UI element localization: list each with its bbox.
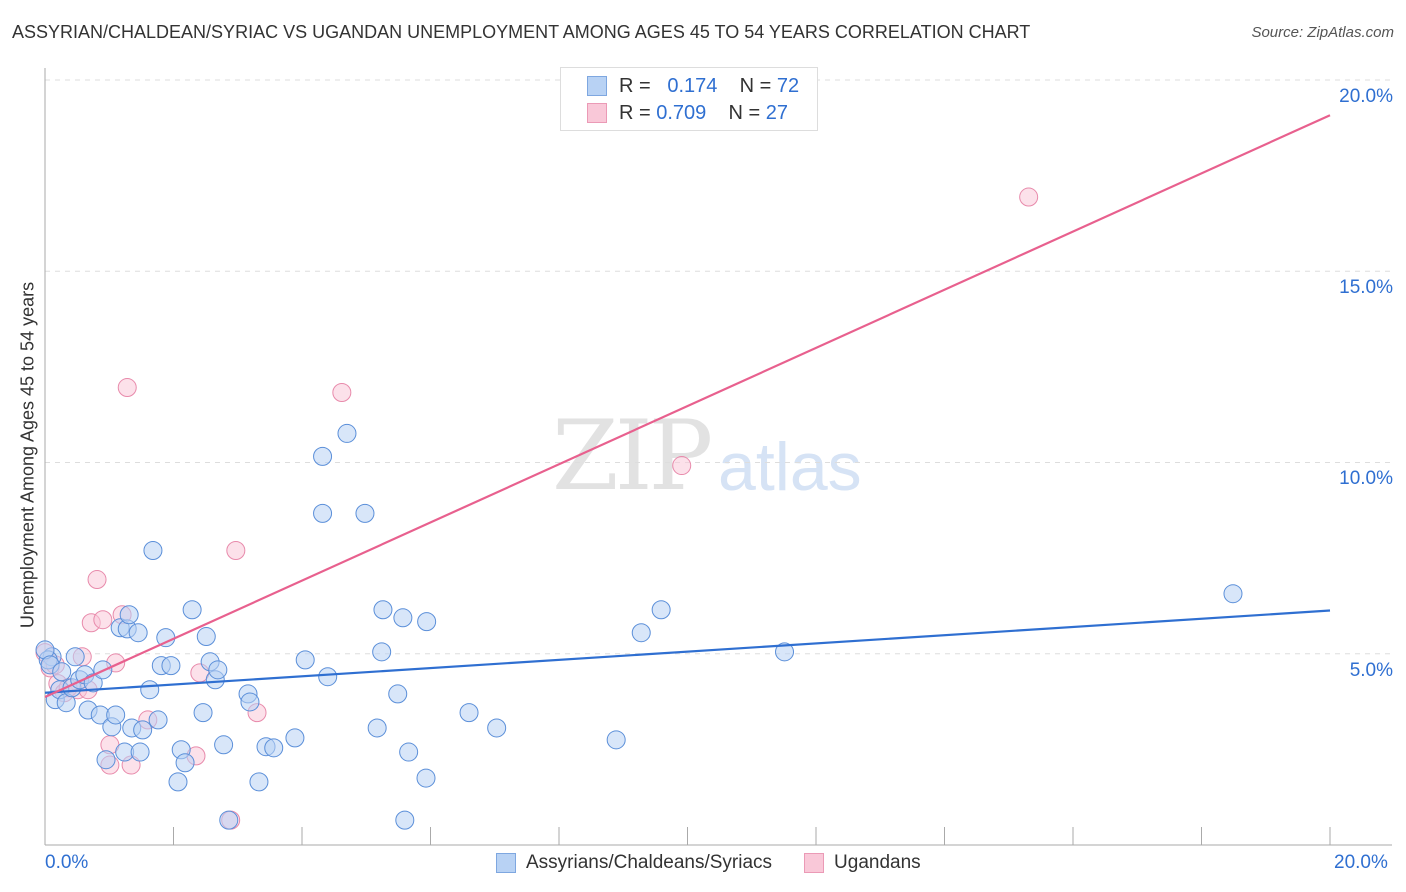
x-tick-label: 20.0% xyxy=(1334,852,1388,873)
assyrian-point xyxy=(128,623,148,643)
source-label: Source: ZipAtlas.com xyxy=(1251,24,1394,41)
chart-title: ASSYRIAN/CHALDEAN/SYRIAC VS UGANDAN UNEM… xyxy=(12,22,1031,42)
assyrian-point xyxy=(355,503,375,523)
assyrian-point xyxy=(140,680,160,700)
assyrian-point xyxy=(318,667,338,687)
assyrian-point xyxy=(133,720,153,740)
series-legend: Assyrians/Chaldeans/Syriacs Ugandans xyxy=(496,852,921,874)
assyrian-point xyxy=(373,600,393,620)
assyrian-point xyxy=(337,423,357,443)
n-value: 27 xyxy=(765,101,789,124)
assyrian-point xyxy=(775,642,795,662)
assyrian-point xyxy=(295,650,315,670)
assyrian-point xyxy=(1223,584,1243,604)
assyrian-point xyxy=(119,605,139,625)
r-value: 0.174 xyxy=(667,74,718,97)
assyrian-point xyxy=(65,647,85,667)
assyrian-point xyxy=(313,503,333,523)
y-tick-label: 20.0% xyxy=(1339,86,1393,107)
assyrian-point xyxy=(313,446,333,466)
assyrian-point xyxy=(395,810,415,830)
assyrian-point xyxy=(367,718,387,738)
assyrian-point xyxy=(651,600,671,620)
assyrian-point xyxy=(148,710,168,730)
ugandan-trendline xyxy=(44,114,1331,698)
assyrian-trendline xyxy=(44,609,1331,694)
legend-swatch-ugandans xyxy=(804,853,825,873)
stats-row-assyrians: R = 0.174 N = 72 xyxy=(587,73,799,99)
assyrian-point xyxy=(417,612,437,632)
y-axis-label: Unemployment Among Ages 45 to 54 years xyxy=(17,281,38,629)
assyrian-point xyxy=(416,768,436,788)
assyrian-point xyxy=(161,656,181,676)
r-label: R = xyxy=(619,101,651,124)
stats-row-ugandans: R = 0.709 N = 27 xyxy=(587,100,788,126)
assyrian-point xyxy=(193,703,213,723)
assyrian-point xyxy=(285,728,305,748)
legend-label-ugandans: Ugandans xyxy=(834,852,921,873)
assyrian-point xyxy=(606,730,626,750)
ugandan-point xyxy=(672,456,692,476)
assyrian-point xyxy=(388,684,408,704)
ugandan-point xyxy=(93,610,113,630)
legend-label-assyrians: Assyrians/Chaldeans/Syriacs xyxy=(526,852,773,873)
assyrian-point xyxy=(130,742,150,762)
assyrian-point xyxy=(168,772,188,792)
assyrian-point xyxy=(208,660,228,680)
assyrian-point xyxy=(196,627,216,647)
assyrian-point xyxy=(264,738,284,758)
assyrian-point xyxy=(52,662,72,682)
assyrian-point xyxy=(219,810,239,830)
assyrian-point xyxy=(214,735,234,755)
x-tick-label: 0.0% xyxy=(45,852,89,873)
assyrian-point xyxy=(372,642,392,662)
assyrian-point xyxy=(487,718,507,738)
y-tick-label: 5.0% xyxy=(1349,660,1393,681)
assyrian-point xyxy=(182,600,202,620)
ugandan-point xyxy=(332,383,352,403)
assyrian-point xyxy=(175,753,195,773)
r-label: R = xyxy=(619,74,651,97)
legend-swatch-assyrians xyxy=(496,853,516,873)
n-label: N = xyxy=(728,101,761,124)
n-label: N = xyxy=(739,74,772,97)
watermark-atlas: atlas xyxy=(718,429,862,505)
ugandan-point xyxy=(226,540,246,560)
ugandan-point xyxy=(1019,187,1039,207)
assyrian-point xyxy=(399,742,419,762)
assyrian-point xyxy=(631,623,651,643)
y-tick-label: 15.0% xyxy=(1339,277,1393,298)
n-value: 72 xyxy=(776,74,800,97)
assyrian-point xyxy=(393,608,413,628)
stats-legend: R = 0.174 N = 72 R = 0.709 N = 27 xyxy=(560,67,818,131)
assyrian-point xyxy=(249,772,269,792)
ugandan-point xyxy=(87,570,107,590)
ugandan-point xyxy=(117,378,137,398)
blue-swatch xyxy=(587,76,607,96)
assyrian-point xyxy=(240,692,260,712)
assyrian-point xyxy=(459,703,479,723)
r-value: 0.709 xyxy=(656,101,707,124)
pink-swatch xyxy=(587,103,607,123)
assyrian-point xyxy=(143,540,163,560)
y-tick-label: 10.0% xyxy=(1339,468,1393,489)
assyrian-point xyxy=(106,705,126,725)
assyrian-point xyxy=(96,750,116,770)
